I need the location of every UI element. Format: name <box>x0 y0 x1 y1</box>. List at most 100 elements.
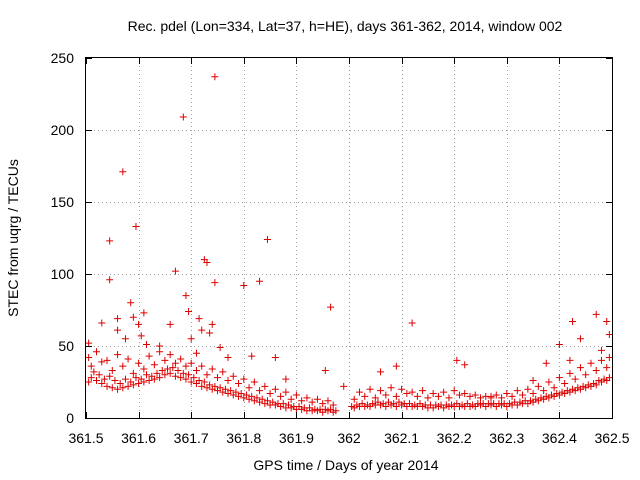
x-tick-label: 362.2 <box>437 430 472 446</box>
data-point <box>103 356 111 364</box>
data-point <box>119 362 127 370</box>
data-point <box>263 235 271 243</box>
data-point <box>277 392 285 400</box>
data-point <box>408 388 416 396</box>
data-point <box>156 342 164 350</box>
data-point <box>182 362 190 370</box>
data-point <box>245 384 253 392</box>
y-tick-label: 0 <box>66 410 74 426</box>
data-point <box>111 377 119 385</box>
data-point <box>319 400 327 408</box>
data-point <box>145 377 153 385</box>
y-tick-label: 100 <box>51 266 75 282</box>
data-point <box>140 365 148 373</box>
data-point <box>103 382 111 390</box>
x-tick-label: 362.5 <box>594 430 629 446</box>
plot-frame <box>85 57 613 419</box>
data-point <box>174 366 182 374</box>
data-point <box>150 375 158 383</box>
data-point <box>566 356 574 364</box>
data-point <box>477 394 484 402</box>
data-point <box>605 374 613 382</box>
data-point <box>248 352 256 360</box>
data-point <box>93 377 101 385</box>
data-point <box>171 267 179 275</box>
data-point <box>592 366 600 374</box>
data-point <box>98 379 106 387</box>
data-point <box>292 391 300 399</box>
data-point <box>135 320 143 328</box>
data-point <box>185 307 193 315</box>
data-point <box>237 390 245 398</box>
data-point <box>216 343 224 351</box>
data-point <box>466 392 474 400</box>
x-tick-labels: 361.5 361.6 361.7 361.8 361.9 362 362.1 362.2 36… <box>68 430 629 446</box>
data-point <box>129 369 137 377</box>
x-tick-label: 362.4 <box>542 430 577 446</box>
data-point <box>195 377 203 385</box>
data-point <box>482 392 490 400</box>
data-point <box>182 292 190 300</box>
data-point <box>445 394 453 402</box>
data-point <box>576 364 584 372</box>
data-point <box>258 395 266 403</box>
data-point <box>332 407 340 415</box>
data-point <box>179 369 187 377</box>
data-point <box>95 371 103 379</box>
data-point <box>187 378 195 386</box>
data-point <box>392 392 400 400</box>
data-point <box>224 354 232 362</box>
data-point <box>266 390 274 398</box>
data-point <box>121 335 129 343</box>
data-point <box>116 379 124 387</box>
data-point <box>93 348 101 356</box>
data-point <box>216 384 224 392</box>
data-point <box>198 326 206 334</box>
data-point <box>597 346 605 354</box>
data-point <box>135 359 143 367</box>
data-point <box>240 282 248 290</box>
data-point <box>203 371 211 379</box>
data-point <box>156 374 164 382</box>
data-point <box>221 385 229 393</box>
data-point <box>603 364 611 372</box>
data-point <box>127 299 135 307</box>
data-point <box>321 366 329 374</box>
x-tick-label: 362 <box>337 430 361 446</box>
data-point <box>129 381 137 389</box>
data-point <box>492 391 500 399</box>
data-point <box>229 372 237 380</box>
data-point <box>187 335 195 343</box>
x-tick-label: 361.6 <box>121 430 156 446</box>
y-tick-label: 200 <box>51 122 75 138</box>
data-point <box>166 369 174 377</box>
data-point <box>392 362 400 370</box>
data-point <box>529 390 537 398</box>
data-point <box>566 369 574 377</box>
y-tick-label: 150 <box>51 194 75 210</box>
data-point <box>142 341 150 349</box>
data-point <box>200 378 208 386</box>
data-point <box>240 375 248 383</box>
data-point <box>119 168 127 176</box>
data-point <box>124 355 132 363</box>
data-point <box>98 319 106 327</box>
data-point <box>87 362 95 370</box>
data-point <box>211 73 219 81</box>
data-point <box>403 390 411 398</box>
data-point <box>453 356 461 364</box>
data-point <box>135 379 143 387</box>
data-point <box>298 397 306 405</box>
data-point <box>253 394 261 402</box>
data-point <box>85 378 93 386</box>
data-point <box>371 394 379 402</box>
data-point <box>279 400 287 408</box>
data-point <box>582 371 590 379</box>
x-tick-label: 361.5 <box>68 430 103 446</box>
y-tick-labels: 0 50 100 150 200 250 <box>51 50 75 426</box>
data-point <box>235 379 243 387</box>
data-point <box>137 332 145 340</box>
data-point <box>450 387 458 395</box>
data-point <box>529 377 537 385</box>
data-point <box>327 303 335 311</box>
